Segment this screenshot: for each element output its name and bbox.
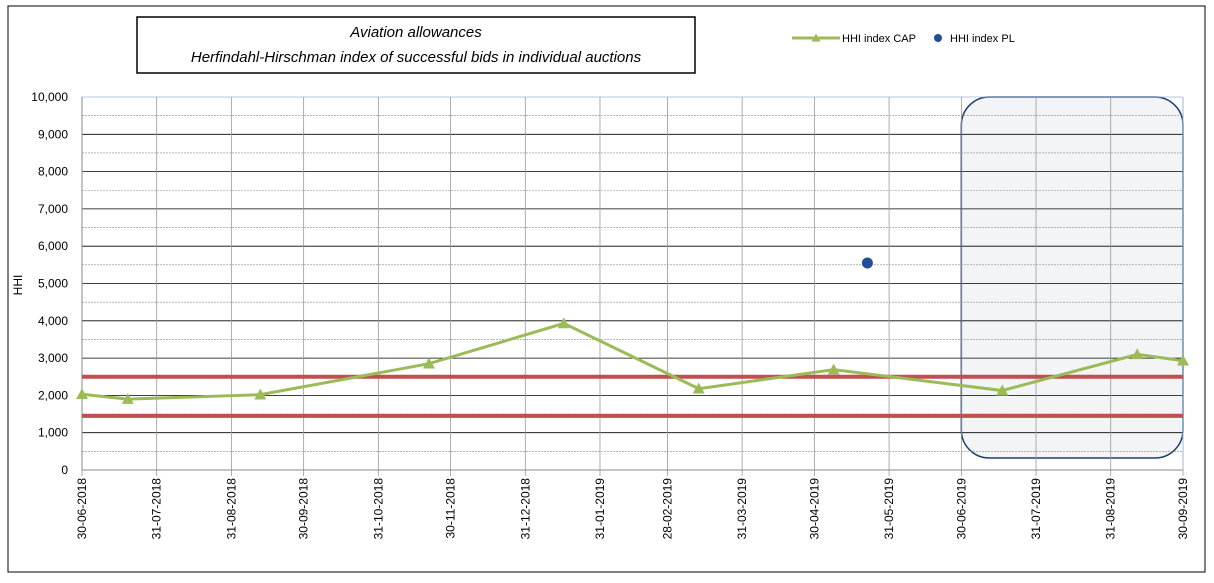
y-tick-label: 6,000 (38, 239, 68, 253)
x-tick-label: 30-09-2018 (297, 478, 311, 540)
data-point (996, 384, 1009, 396)
x-tick-label: 31-07-2019 (1029, 478, 1043, 540)
x-tick-label: 30-09-2019 (1176, 478, 1190, 540)
y-tick-label: 4,000 (38, 314, 68, 328)
legend-marker (811, 33, 821, 42)
x-tick-label: 30-06-2018 (75, 478, 89, 540)
legend-label: HHI index CAP (842, 33, 916, 45)
x-tick-label: 28-02-2019 (660, 478, 674, 540)
data-point (121, 393, 134, 404)
data-point (1177, 354, 1189, 366)
data-point (692, 382, 705, 394)
title-box (136, 16, 696, 74)
x-tick-label: 30-11-2018 (444, 478, 458, 539)
highlight-box (960, 96, 1184, 459)
data-point (254, 388, 267, 400)
y-tick-label: 2,000 (38, 388, 68, 402)
x-tick-label: 31-05-2019 (882, 478, 896, 540)
data-point (422, 357, 435, 369)
series-line (81, 321, 1184, 401)
y-axis-label: HHI (11, 275, 25, 296)
data-point (827, 363, 840, 375)
data-point (861, 257, 873, 269)
data-point (1131, 348, 1144, 360)
x-tick-label: 30-06-2019 (954, 478, 968, 540)
legend-marker (934, 34, 942, 42)
x-tick-label: 31-07-2018 (150, 478, 164, 540)
y-tick-label: 1,000 (38, 426, 68, 440)
y-tick-label: 7,000 (38, 202, 68, 216)
x-tick-label: 31-12-2018 (518, 478, 532, 540)
chart-border (7, 5, 1206, 573)
x-tick-label: 30-04-2019 (807, 478, 821, 540)
data-point (76, 388, 88, 400)
x-tick-label: 31-03-2019 (735, 478, 749, 540)
y-tick-label: 9,000 (38, 127, 68, 141)
x-tick-label: 31-10-2018 (371, 478, 385, 540)
y-tick-label: 0 (61, 463, 68, 477)
y-tick-label: 5,000 (38, 277, 68, 291)
y-tick-label: 8,000 (38, 165, 68, 179)
legend-label: HHI index PL (950, 33, 1015, 45)
y-tick-label: 10,000 (31, 90, 68, 104)
chart-title: Aviation allowances (349, 24, 482, 41)
y-tick-label: 3,000 (38, 351, 68, 365)
x-tick-label: 31-08-2019 (1104, 478, 1118, 540)
data-point (557, 317, 570, 329)
chart-subtitle: Herfindahl-Hirschman index of successful… (191, 49, 642, 66)
x-tick-label: 31-08-2018 (224, 478, 238, 540)
x-tick-label: 31-01-2019 (593, 478, 607, 540)
